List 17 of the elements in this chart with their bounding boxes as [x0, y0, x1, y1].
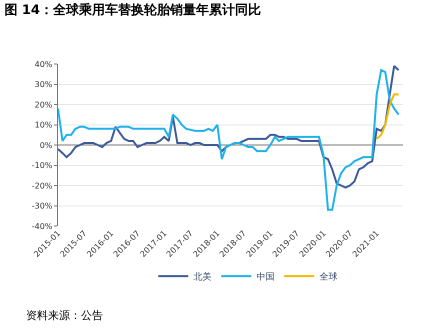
line-series: [376, 93, 400, 140]
y-tick-label: 30%: [34, 80, 53, 90]
y-tick-label: -30%: [32, 202, 53, 211]
text: 资料来源：公告: [26, 309, 103, 322]
chart-title: 图 14：全球乘用车替换轮胎销量年累计同比: [4, 2, 261, 18]
legend-label: 全球: [319, 272, 338, 283]
y-tick-label: -40%: [32, 222, 53, 231]
y-tick-label: 0%: [40, 140, 53, 150]
line-series: [58, 69, 400, 211]
y-tick-label: 20%: [34, 100, 53, 110]
line-series: [58, 65, 400, 189]
y-tick-label: -10%: [32, 161, 53, 170]
legend-label: 中国: [256, 272, 274, 283]
y-tick-label: -20%: [32, 181, 53, 190]
legend-label: 北美: [193, 272, 212, 283]
y-tick-label: 40%: [34, 60, 53, 69]
y-tick-label: 10%: [34, 120, 53, 130]
